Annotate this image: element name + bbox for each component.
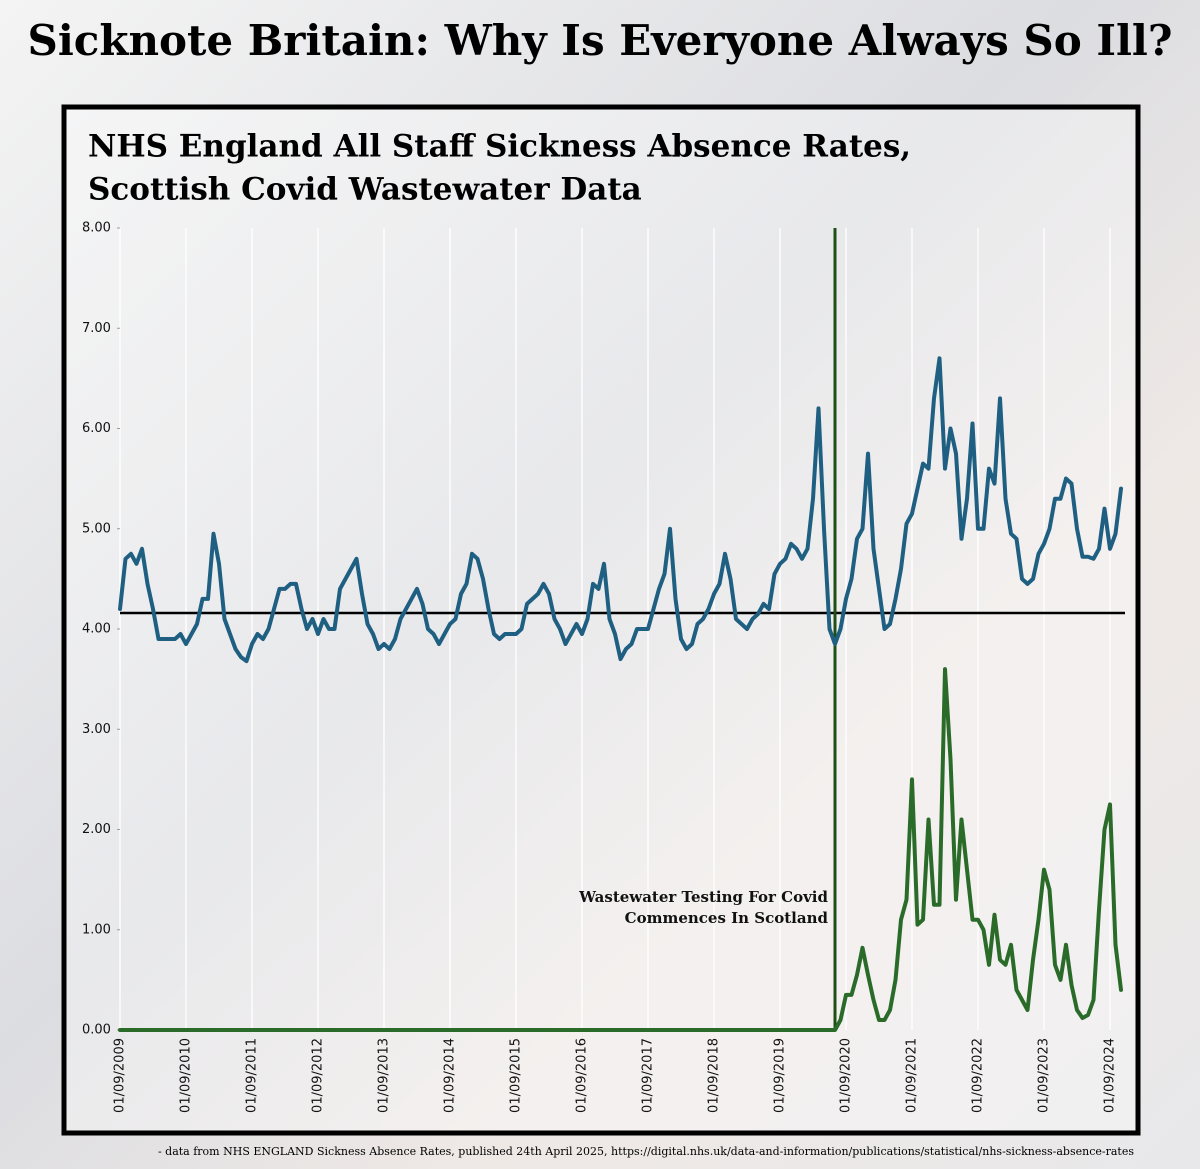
- y-tick-label: 2.00: [82, 822, 111, 837]
- page-title: Sicknote Britain: Why Is Everyone Always…: [28, 16, 1173, 65]
- x-tick-label: 01/09/2024: [1103, 1038, 1118, 1113]
- data-line: [118, 356, 1123, 664]
- x-tick-label: 01/09/2022: [971, 1038, 986, 1113]
- x-tick-label: 01/09/2011: [245, 1038, 260, 1113]
- plot-area: 01/09/2009 01/09/2010 01/09/2011 01/09/2012…: [82, 221, 1125, 1113]
- x-tick-label: 01/09/2012: [311, 1038, 326, 1113]
- x-tick-label: 01/09/2021: [905, 1038, 920, 1113]
- x-tick-label: 01/09/2014: [443, 1038, 458, 1113]
- source-note: - data from NHS ENGLAND Sickness Absence…: [158, 1145, 1134, 1158]
- x-tick-label: 01/09/2015: [509, 1038, 524, 1113]
- x-tick-label: 01/09/2009: [113, 1038, 128, 1113]
- x-tick-label: 01/09/2019: [773, 1038, 788, 1113]
- x-tick-label: 01/09/2010: [179, 1038, 194, 1113]
- y-tick-label: 1.00: [82, 922, 111, 937]
- y-tick-label: 8.00: [82, 221, 111, 236]
- x-tick-label: 01/09/2018: [707, 1038, 722, 1113]
- y-tick-label: 6.00: [82, 421, 111, 436]
- x-tick-label: 01/09/2013: [377, 1038, 392, 1113]
- x-tick-label: 01/09/2020: [839, 1038, 854, 1113]
- y-tick-label: 7.00: [82, 321, 111, 336]
- annotation-text: Wastewater Testing For Covid: [578, 888, 828, 906]
- y-tick-label: 0.00: [82, 1023, 111, 1038]
- y-tick-label: 5.00: [82, 521, 111, 536]
- annotation-text: Commences In Scotland: [625, 909, 829, 927]
- y-tick-label: 4.00: [82, 622, 111, 637]
- x-tick-label: 01/09/2016: [575, 1038, 590, 1113]
- chart-title: NHS England All Staff Sickness Absence R…: [88, 129, 911, 165]
- chart-title: Scottish Covid Wastewater Data: [88, 172, 642, 208]
- data-line: [118, 667, 1123, 1032]
- x-tick-label: 01/09/2023: [1037, 1038, 1052, 1113]
- y-tick-label: 3.00: [82, 722, 111, 737]
- x-tick-label: 01/09/2017: [641, 1038, 656, 1113]
- chart-frame: [61, 104, 1141, 1136]
